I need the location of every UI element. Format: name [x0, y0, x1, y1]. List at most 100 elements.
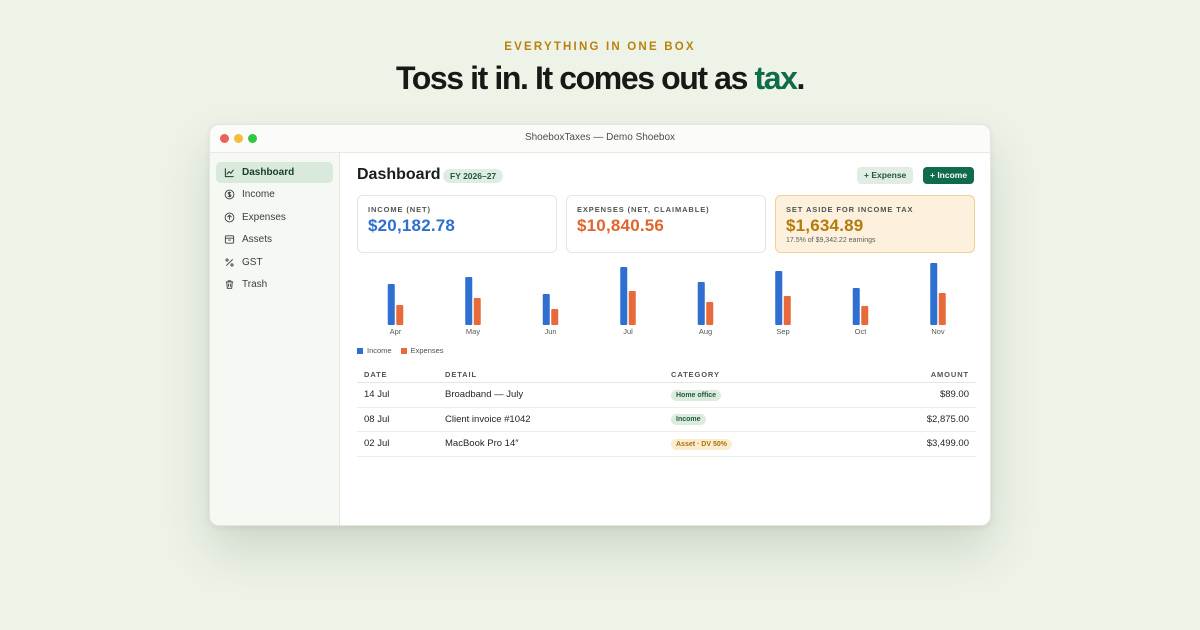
- row-date: 14 Jul: [364, 389, 390, 401]
- bar-income-oct[interactable]: [852, 288, 860, 325]
- tax-card-subtext: 17.5% of $9,342.22 earnings: [786, 237, 876, 244]
- legend-item-income: Income: [357, 346, 392, 355]
- bar-expenses-jul[interactable]: [628, 291, 636, 325]
- headline-accent: tax: [754, 60, 797, 96]
- x-tick-label: Jun: [544, 327, 556, 336]
- bar-income-sep[interactable]: [775, 271, 783, 325]
- sidebar-item-expenses[interactable]: Expenses: [216, 207, 333, 228]
- bar-income-jun[interactable]: [542, 294, 550, 325]
- sidebar-item-label: Dashboard: [242, 167, 295, 178]
- legend-swatch-income: [357, 347, 363, 354]
- bar-expenses-apr[interactable]: [396, 305, 404, 325]
- window-title: ShoeboxTaxes — Demo Shoebox: [524, 132, 676, 143]
- row-detail: MacBook Pro 14″: [445, 438, 519, 450]
- sidebar-item-label: GST: [242, 256, 263, 268]
- x-tick-label: Aug: [699, 327, 712, 336]
- sidebar-item-label: Income: [242, 189, 275, 201]
- sidebar-item-label: Expenses: [242, 211, 286, 223]
- chart-line-icon: [224, 167, 235, 178]
- row-category: Asset · DV 50%: [671, 438, 821, 450]
- tax-card: SET ASIDE FOR INCOME TAX $1,634.89 17.5%…: [775, 195, 975, 253]
- income-card: INCOME (NET) $20,182.78: [357, 195, 557, 253]
- legend-label-income: Income: [367, 346, 392, 355]
- chart-legend: Income Expenses: [357, 346, 453, 355]
- sidebar-item-assets[interactable]: Assets: [216, 229, 333, 250]
- bar-expenses-oct[interactable]: [861, 306, 869, 325]
- headline-end: .: [796, 60, 806, 96]
- tax-card-label: SET ASIDE FOR INCOME TAX: [786, 205, 914, 214]
- tax-card-value: $1,634.89: [786, 216, 864, 235]
- monthly-bar-chart: Apr May Jun Jul Aug Sep Oct Nov: [387, 263, 946, 336]
- row-detail: Broadband — July: [445, 389, 524, 401]
- title-bar: ShoeboxTaxes — Demo Shoebox: [210, 125, 990, 153]
- row-amount: $2,875.00: [926, 413, 969, 425]
- x-tick-label: Apr: [390, 327, 402, 336]
- income-card-label: INCOME (NET): [368, 205, 431, 214]
- row-category: Home office: [671, 389, 821, 401]
- expenses-card: EXPENSES (NET, CLAIMABLE) $10,840.56: [566, 195, 766, 253]
- sidebar: Dashboard Income Expenses Assets GST Tra…: [210, 153, 340, 525]
- sidebar-item-income[interactable]: Income: [216, 184, 333, 205]
- eyebrow-label: EVERYTHING IN ONE BOX: [504, 41, 696, 53]
- summary-cards: INCOME (NET) $20,182.78 EXPENSES (NET, C…: [357, 195, 976, 253]
- transactions-table: DATE DETAIL CATEGORY AMOUNT 14 Jul Broad…: [357, 367, 976, 457]
- headline: Toss it in. It comes out as tax.: [0, 60, 1200, 97]
- table-row[interactable]: 02 Jul MacBook Pro 14″ Asset · DV 50% $3…: [357, 432, 976, 457]
- sidebar-item-label: Trash: [242, 278, 268, 290]
- headline-lead: Toss it in. It comes out as: [395, 60, 755, 96]
- sidebar-item-gst[interactable]: GST: [216, 252, 333, 273]
- table-row[interactable]: 14 Jul Broadband — July Home office $89.…: [357, 383, 976, 408]
- column-header-category[interactable]: CATEGORY: [671, 370, 720, 379]
- legend-label-expenses: Expenses: [410, 346, 444, 355]
- x-tick-label: Jul: [623, 327, 633, 336]
- bar-income-may[interactable]: [465, 277, 473, 325]
- column-header-amount[interactable]: AMOUNT: [930, 370, 969, 379]
- x-tick-label: Sep: [776, 327, 789, 336]
- row-date: 08 Jul: [364, 413, 390, 425]
- bar-expenses-may[interactable]: [473, 298, 481, 325]
- main-content: Dashboard FY 2026–27 + Expense + Income …: [341, 153, 990, 525]
- bar-expenses-aug[interactable]: [706, 302, 714, 325]
- add-expense-button[interactable]: + Expense: [857, 167, 914, 184]
- trash-icon: [224, 279, 235, 290]
- bar-expenses-nov[interactable]: [938, 293, 946, 325]
- sidebar-item-trash[interactable]: Trash: [216, 274, 333, 295]
- x-tick-label: Nov: [931, 327, 945, 336]
- bar-income-apr[interactable]: [387, 284, 395, 325]
- row-amount: $89.00: [939, 389, 969, 401]
- x-tick-label: May: [466, 327, 480, 336]
- add-income-button[interactable]: + Income: [923, 167, 975, 184]
- row-detail: Client invoice #1042: [445, 413, 531, 425]
- arrow-up-circle-icon: [224, 212, 235, 223]
- bar-income-jul[interactable]: [620, 267, 628, 325]
- bar-expenses-sep[interactable]: [783, 296, 791, 325]
- category-tag: Asset · DV 50%: [671, 438, 732, 450]
- column-header-date[interactable]: DATE: [364, 370, 388, 379]
- archive-box-icon: [224, 234, 235, 245]
- row-date: 02 Jul: [364, 438, 390, 450]
- legend-swatch-expenses: [400, 347, 407, 354]
- expenses-card-label: EXPENSES (NET, CLAIMABLE): [577, 205, 710, 214]
- minimize-window-button[interactable]: [234, 134, 243, 143]
- percent-icon: [224, 257, 235, 268]
- income-card-value: $20,182.78: [368, 216, 456, 235]
- category-tag: Home office: [671, 389, 722, 401]
- close-window-button[interactable]: [220, 134, 229, 143]
- monthly-chart: Apr May Jun Jul Aug Sep Oct Nov: [357, 261, 976, 351]
- sidebar-item-label: Assets: [242, 234, 273, 246]
- dollar-circle-icon: [224, 189, 235, 200]
- app-window: ShoeboxTaxes — Demo Shoebox Dashboard In…: [209, 124, 991, 526]
- sidebar-item-dashboard[interactable]: Dashboard: [216, 162, 333, 183]
- fiscal-year-badge[interactable]: FY 2026–27: [443, 169, 504, 183]
- zoom-window-button[interactable]: [248, 134, 257, 143]
- bar-income-aug[interactable]: [697, 282, 705, 325]
- category-tag: Income: [671, 414, 706, 426]
- bar-income-nov[interactable]: [930, 263, 938, 325]
- page-title: Dashboard: [357, 166, 441, 183]
- legend-item-expenses: Expenses: [400, 346, 444, 355]
- x-tick-label: Oct: [855, 327, 868, 336]
- row-category: Income: [671, 413, 821, 426]
- table-row[interactable]: 08 Jul Client invoice #1042 Income $2,87…: [357, 408, 976, 432]
- column-header-detail[interactable]: DETAIL: [445, 370, 477, 379]
- bar-expenses-jun[interactable]: [551, 309, 559, 325]
